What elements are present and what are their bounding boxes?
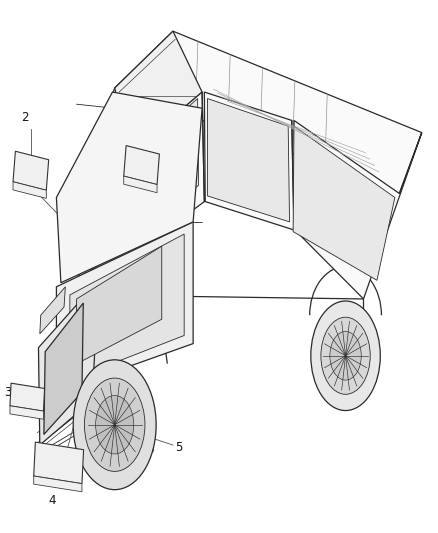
Polygon shape (115, 31, 422, 193)
Text: 4: 4 (48, 494, 56, 507)
Polygon shape (124, 176, 157, 193)
Ellipse shape (95, 395, 134, 454)
Ellipse shape (73, 360, 156, 490)
Polygon shape (205, 92, 294, 230)
Polygon shape (34, 442, 84, 483)
Ellipse shape (321, 317, 370, 394)
Polygon shape (10, 383, 45, 411)
Polygon shape (40, 287, 65, 334)
Polygon shape (115, 31, 202, 153)
Polygon shape (10, 406, 43, 419)
Polygon shape (294, 120, 422, 299)
Polygon shape (13, 182, 46, 198)
Ellipse shape (311, 301, 380, 410)
Polygon shape (77, 246, 162, 364)
Polygon shape (39, 295, 97, 445)
Polygon shape (44, 303, 83, 434)
Polygon shape (85, 99, 198, 274)
Text: 3: 3 (4, 386, 11, 399)
Text: 5: 5 (175, 441, 183, 454)
Text: 1: 1 (151, 101, 158, 114)
Polygon shape (13, 151, 49, 190)
Text: 2: 2 (21, 111, 29, 125)
Ellipse shape (330, 332, 361, 380)
Ellipse shape (85, 378, 145, 471)
Polygon shape (293, 126, 395, 280)
Text: 6: 6 (146, 443, 154, 456)
Polygon shape (57, 92, 202, 282)
Polygon shape (124, 146, 159, 184)
Polygon shape (79, 92, 205, 295)
Polygon shape (70, 234, 184, 380)
Polygon shape (34, 476, 82, 492)
Polygon shape (83, 169, 101, 193)
Polygon shape (208, 99, 290, 222)
Polygon shape (57, 222, 193, 392)
